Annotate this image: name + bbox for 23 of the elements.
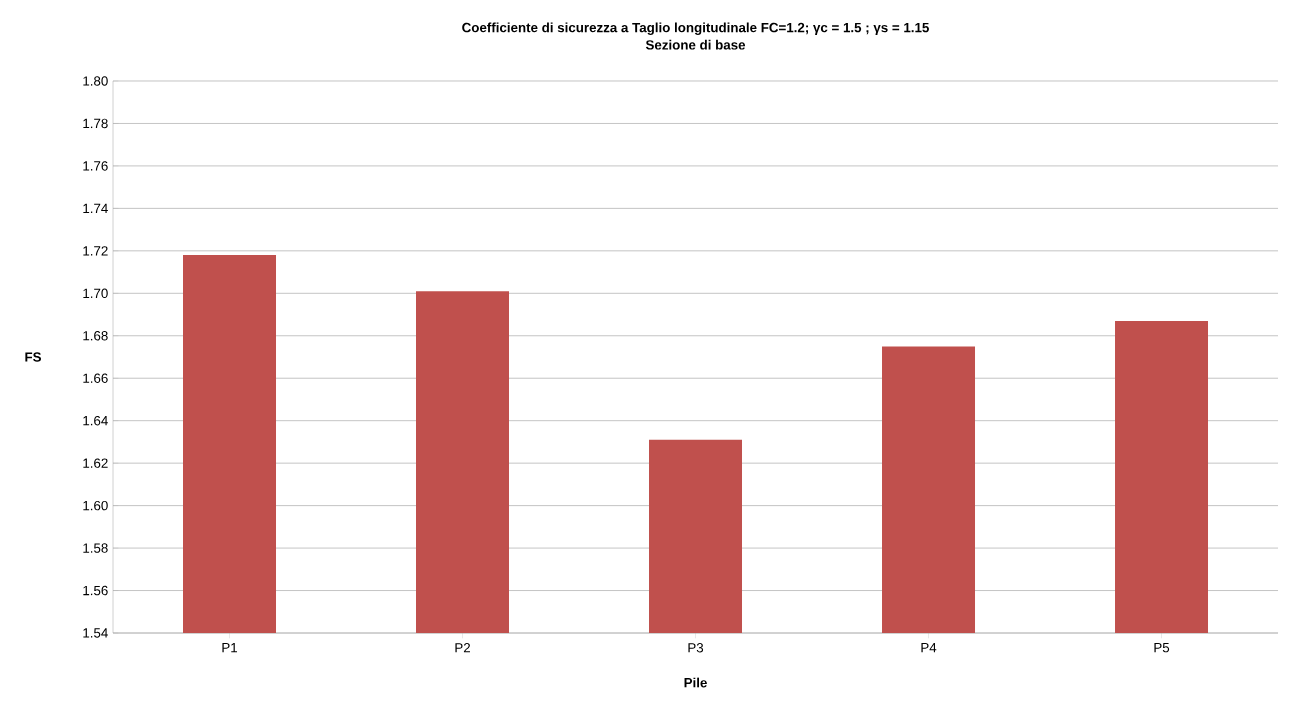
y-tick-label: 1.54 [83,628,108,638]
y-tick-label: 1.60 [83,500,108,511]
y-axis-title: FS [25,352,42,362]
x-tick-label: P1 [222,643,238,653]
x-tick-label: P4 [921,643,937,653]
y-tick-label: 1.58 [83,543,108,553]
x-tick-label: P3 [688,643,704,653]
y-tick-label: 1.56 [83,585,108,596]
x-tick-label: P2 [455,643,470,653]
y-tick-label: 1.80 [83,76,108,86]
y-tick-label: 1.70 [83,288,108,299]
y-tick-label: 1.74 [83,203,108,213]
x-axis-title: Pile [684,677,707,688]
y-tick-label: 1.68 [83,331,108,341]
y-tick-label: 1.62 [83,458,108,468]
y-tick-label: 1.64 [83,415,108,426]
chart-title: Coefficiente di sicurezza a Taglio longitudinale FC=1.2; γc = 1.5 ; γs = 1.15 [462,22,929,35]
y-tick-label: 1.66 [83,373,108,383]
chart-subtitle: Sezione di base [645,39,746,50]
x-tick-label: P5 [1154,643,1170,653]
y-tick-label: 1.78 [83,118,108,129]
y-tick-label: 1.72 [83,246,108,256]
y-tick-label: 1.76 [83,161,108,171]
